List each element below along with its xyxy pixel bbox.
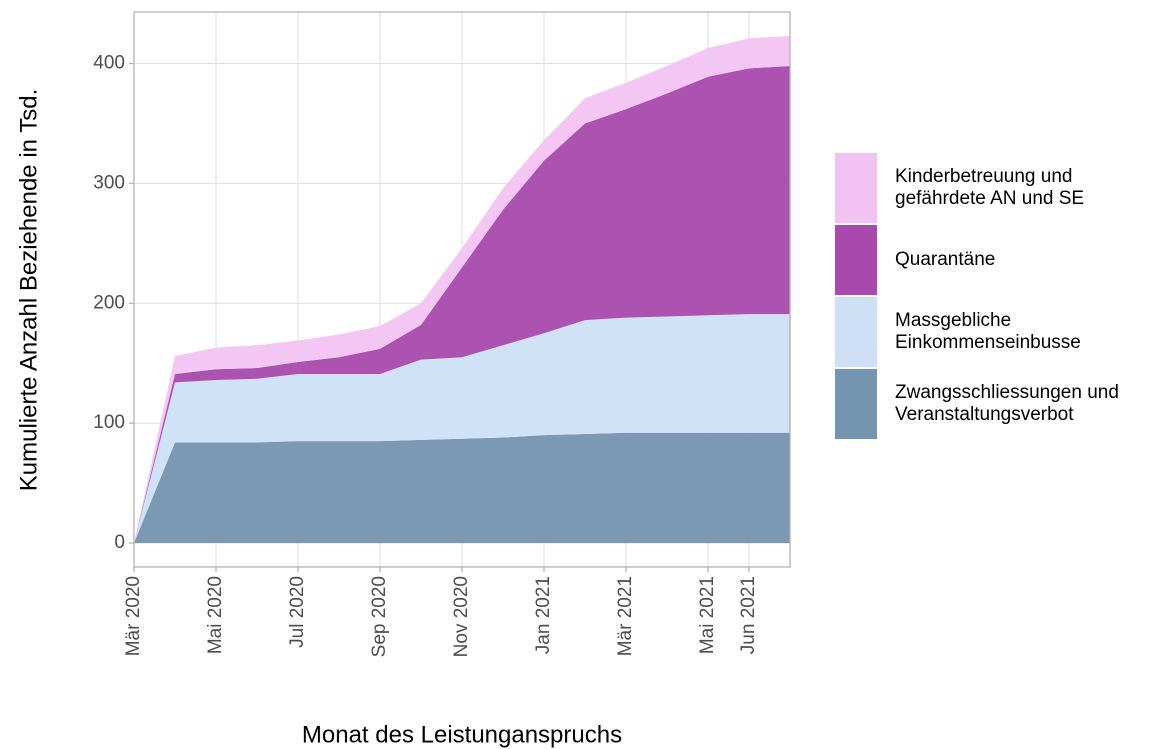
x-tick-label: Jan 2021 — [533, 576, 554, 654]
legend-label: Kinderbetreuung und gefährdete AN und SE — [895, 166, 1084, 209]
legend-label: Massgebliche Einkommenseinbusse — [895, 310, 1081, 353]
y-tick-label: 300 — [93, 172, 125, 193]
x-tick-label: Mär 2021 — [615, 576, 636, 656]
legend-key — [835, 369, 877, 439]
x-tick-label: Jul 2020 — [287, 576, 308, 648]
y-tick-label: 0 — [114, 532, 125, 553]
legend-key — [835, 297, 877, 367]
area — [134, 432, 790, 544]
y-tick-label: 400 — [93, 53, 125, 74]
legend-label: Quarantäne — [895, 249, 995, 270]
y-tick-label: 200 — [93, 292, 125, 313]
legend-label: Zwangsschliessungen und Veranstaltungsver… — [895, 382, 1119, 425]
x-tick-label: Mär 2020 — [123, 576, 144, 656]
y-tick-label: 100 — [93, 412, 125, 433]
x-tick-label: Mai 2021 — [697, 576, 718, 654]
y-axis-title: Kumulierte Anzahl Beziehende in Tsd. — [15, 89, 42, 491]
area — [134, 314, 790, 544]
x-axis-title: Monat des Leistunganspruchs — [302, 721, 622, 748]
x-tick-label: Sep 2020 — [369, 576, 390, 657]
legend-key — [835, 153, 877, 223]
x-tick-label: Nov 2020 — [451, 576, 472, 657]
legend-key — [835, 225, 877, 295]
x-tick-label: Mai 2020 — [205, 576, 226, 654]
x-tick-label: Jun 2021 — [738, 576, 759, 654]
area — [134, 65, 790, 544]
